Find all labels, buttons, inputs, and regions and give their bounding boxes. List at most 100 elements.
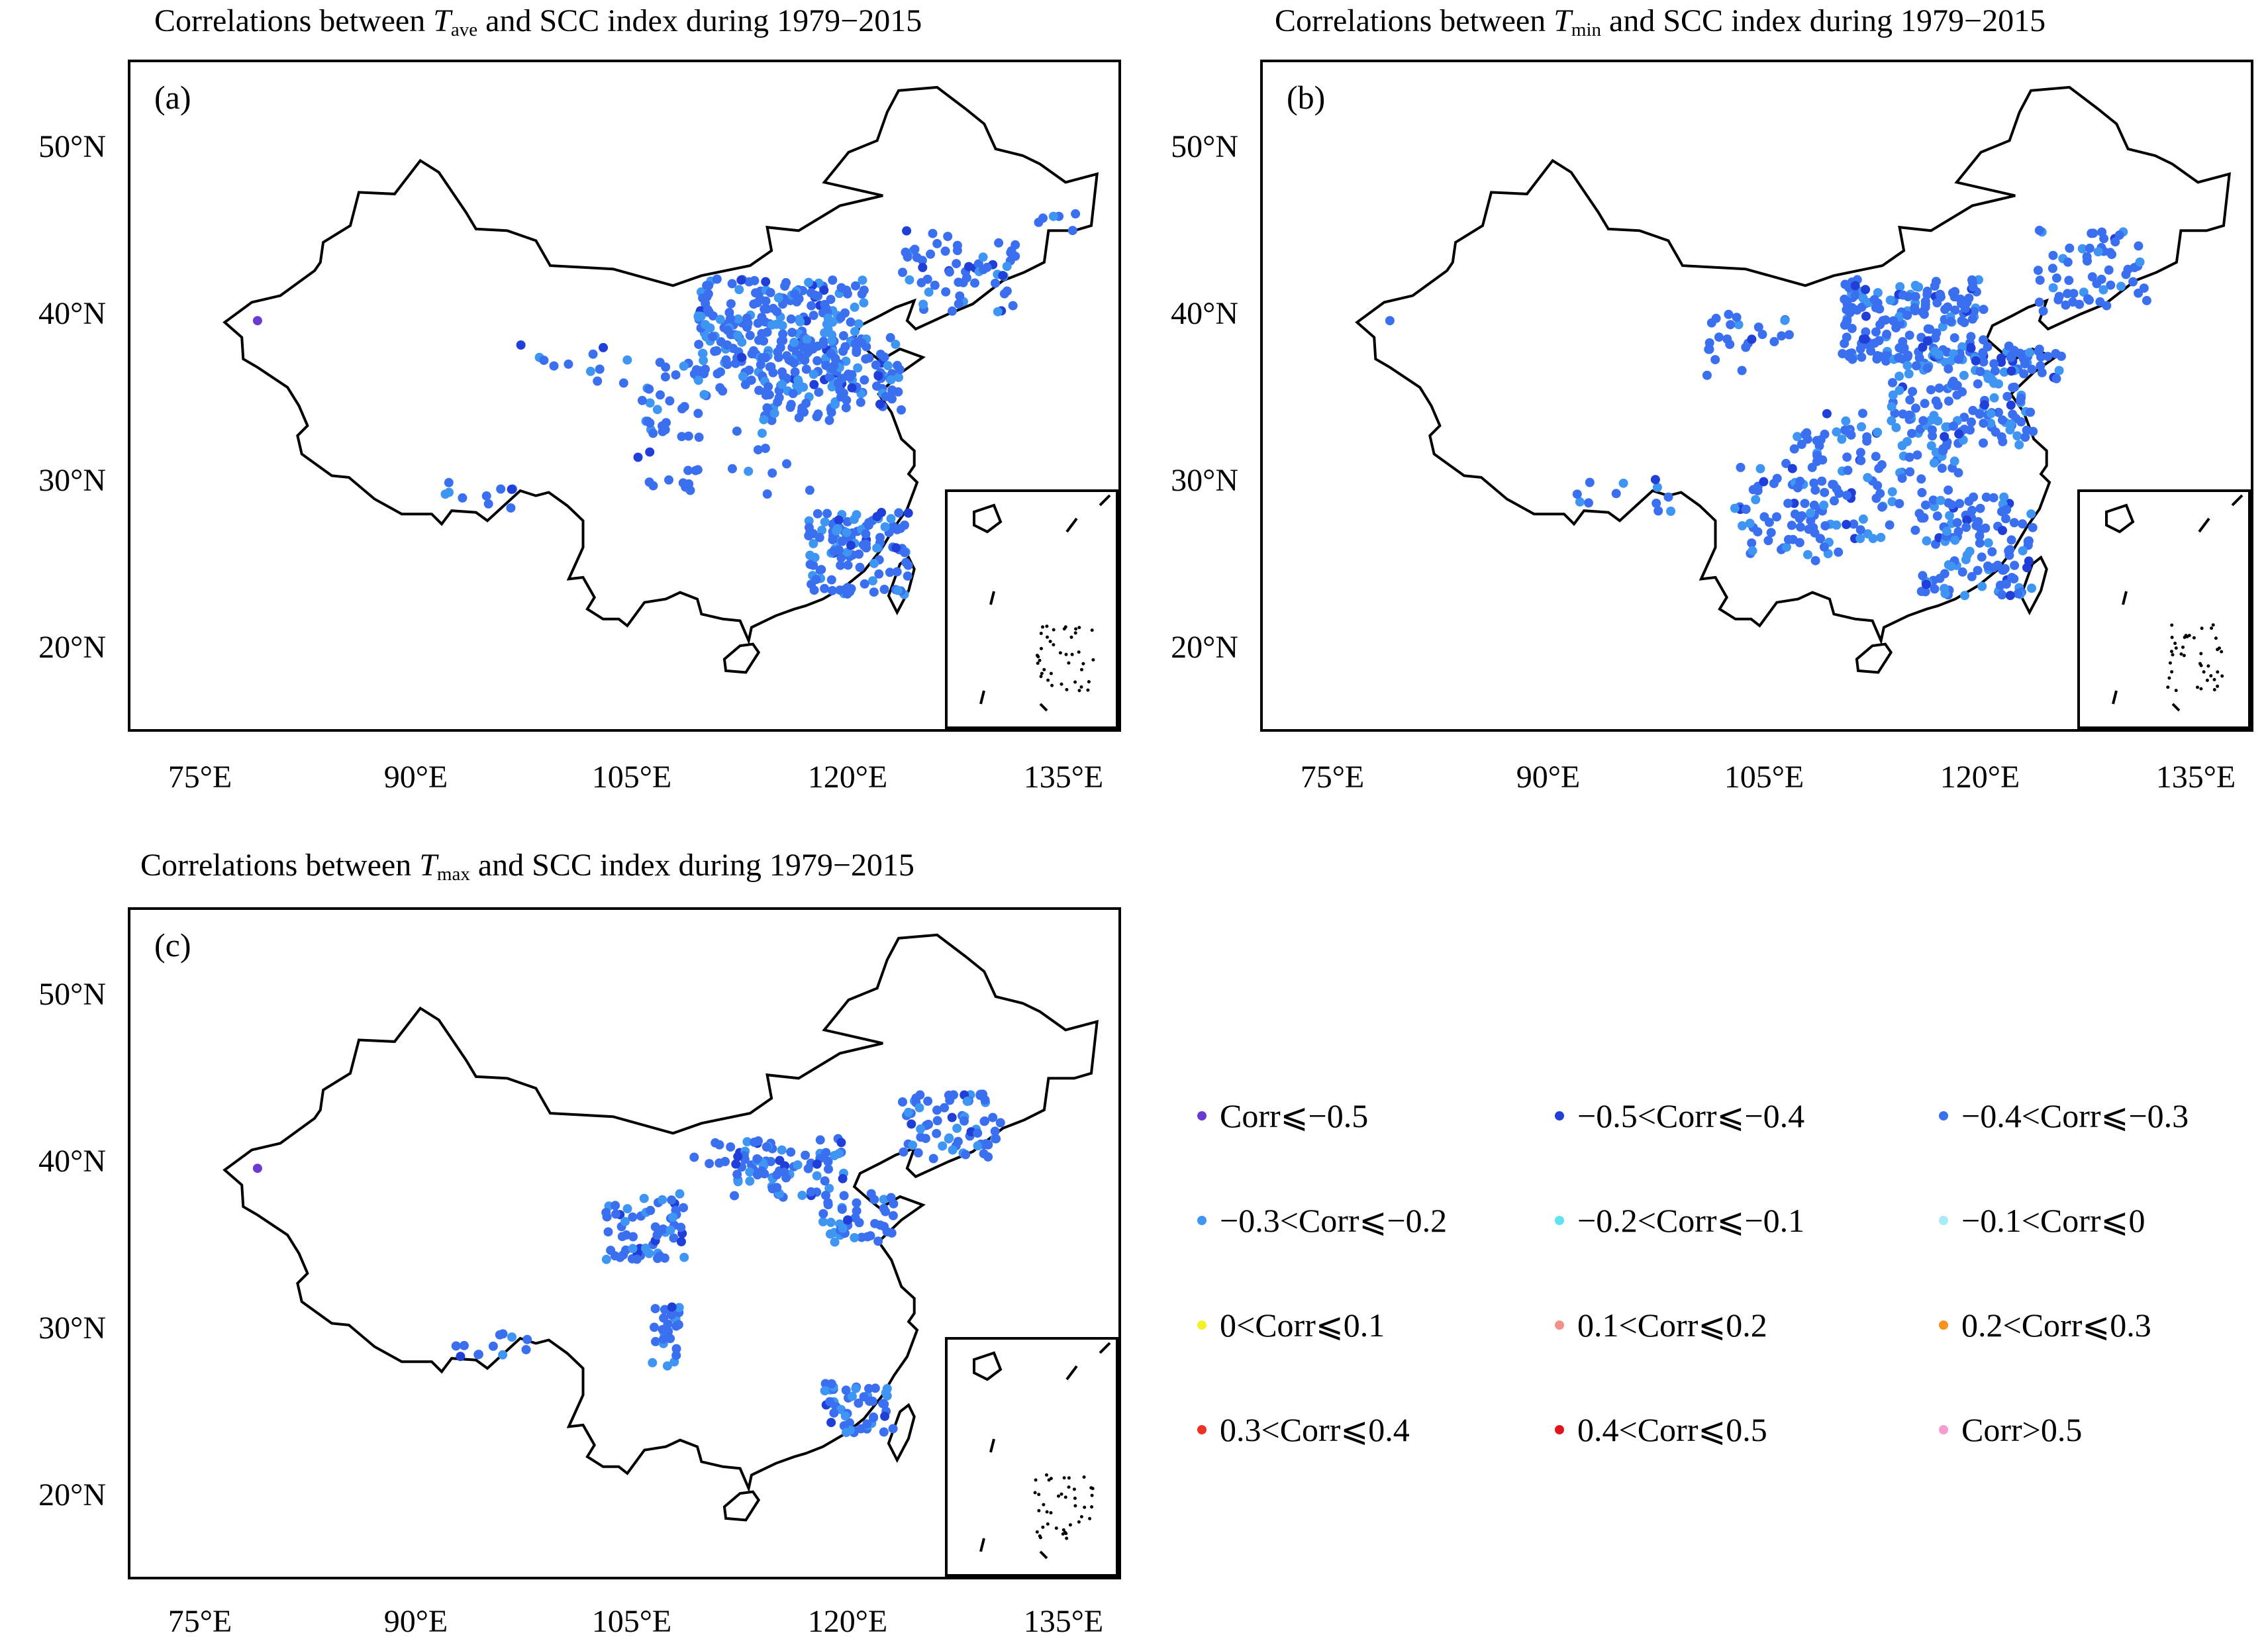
station-marker xyxy=(674,1303,684,1313)
station-marker xyxy=(671,1344,681,1354)
station-marker xyxy=(1986,419,1996,428)
station-marker xyxy=(1793,432,1802,442)
panel-a-lat-30: 30°N xyxy=(38,463,106,498)
island-dot xyxy=(1067,661,1071,665)
panel-b-south-china-sea-inset xyxy=(2077,489,2251,729)
island-dot xyxy=(2206,664,2210,668)
station-marker xyxy=(979,1149,989,1159)
station-marker xyxy=(2034,225,2044,235)
island-dot xyxy=(2220,650,2224,654)
station-marker xyxy=(1071,209,1081,219)
station-marker xyxy=(932,1105,942,1115)
station-marker xyxy=(1962,550,1972,560)
station-marker xyxy=(1002,262,1012,272)
station-marker xyxy=(2096,274,2106,284)
station-marker xyxy=(1904,330,1914,340)
island-dot xyxy=(2174,689,2178,693)
island-dot xyxy=(1087,680,1091,683)
island-dot xyxy=(1086,688,1090,692)
station-marker xyxy=(780,281,790,291)
station-marker xyxy=(882,1391,892,1401)
station-marker xyxy=(1975,538,1985,548)
panel-b-lat-20: 20°N xyxy=(1171,630,1238,665)
station-marker xyxy=(1904,452,1914,462)
station-marker xyxy=(1861,327,1871,337)
station-marker xyxy=(1807,462,1817,472)
station-marker xyxy=(2034,297,2044,307)
station-marker xyxy=(2069,289,2079,299)
legend-label: −0.3<Corr⩽−0.2 xyxy=(1220,1202,1448,1239)
taiwan-island xyxy=(887,555,916,616)
station-marker xyxy=(1998,526,2007,536)
station-marker xyxy=(762,327,772,337)
station-marker xyxy=(800,356,810,366)
station-marker xyxy=(1772,512,1781,522)
island-dot xyxy=(1083,1505,1087,1509)
island-dot xyxy=(1065,1536,1069,1540)
station-marker xyxy=(2020,358,2030,368)
station-marker xyxy=(824,372,834,381)
station-marker xyxy=(2123,264,2133,274)
station-marker xyxy=(733,1177,743,1187)
island-dot xyxy=(2202,670,2206,674)
station-marker xyxy=(896,523,905,533)
island-dot xyxy=(1049,671,1053,675)
station-marker xyxy=(593,376,603,386)
station-marker xyxy=(704,281,714,291)
legend-dot-icon xyxy=(1555,1320,1564,1330)
station-marker xyxy=(2087,272,2097,281)
station-marker xyxy=(679,361,689,371)
panel-a-lon-105: 105°E xyxy=(591,760,672,795)
station-marker xyxy=(827,336,837,346)
station-marker xyxy=(2104,265,2114,275)
station-marker xyxy=(856,397,865,407)
station-marker xyxy=(1724,309,1734,319)
station-marker xyxy=(836,1138,846,1148)
station-marker xyxy=(804,531,814,540)
station-marker xyxy=(498,1329,508,1339)
island-dot xyxy=(1061,1528,1065,1532)
station-marker xyxy=(838,1173,848,1183)
station-marker xyxy=(699,389,709,399)
panel-c-lon-75: 75°E xyxy=(168,1604,232,1639)
station-marker xyxy=(722,360,732,370)
station-marker xyxy=(1946,562,1956,571)
island-dot xyxy=(1038,1536,1042,1540)
station-marker xyxy=(696,311,706,321)
station-marker xyxy=(962,1097,972,1107)
island-dot xyxy=(2170,650,2173,654)
station-marker xyxy=(713,369,722,379)
panel-c-title-var: T xyxy=(419,848,437,883)
station-marker xyxy=(691,365,701,375)
station-marker xyxy=(646,1205,656,1215)
station-marker xyxy=(757,1166,767,1176)
station-marker xyxy=(788,389,798,399)
panel-c-lon-135: 135°E xyxy=(1023,1604,1104,1639)
station-marker xyxy=(2093,247,2103,257)
station-marker xyxy=(820,1176,830,1186)
island-dot xyxy=(1073,680,1077,684)
station-marker xyxy=(1804,524,1814,534)
station-marker xyxy=(2016,417,2026,426)
panel-c-inset-canvas xyxy=(973,1342,1111,1560)
station-marker xyxy=(753,319,763,328)
island-dot xyxy=(1039,632,1043,635)
legend-label: Corr>0.5 xyxy=(1961,1411,2083,1448)
nine-dash-line xyxy=(979,690,985,705)
station-marker xyxy=(1876,532,1886,542)
station-marker xyxy=(1822,409,1832,419)
station-marker xyxy=(1959,370,1969,380)
station-marker xyxy=(807,301,816,311)
station-marker xyxy=(862,543,871,553)
station-marker xyxy=(1907,428,1916,438)
island-dot xyxy=(2214,636,2218,640)
panel-a-lat-40: 40°N xyxy=(38,296,106,331)
legend-label: Corr⩽−0.5 xyxy=(1220,1097,1369,1134)
station-marker xyxy=(698,293,708,303)
island-dot xyxy=(1040,646,1043,650)
china-border xyxy=(222,85,1099,646)
station-marker xyxy=(775,342,785,352)
station-marker xyxy=(1926,441,1936,451)
station-marker xyxy=(823,1157,833,1167)
station-marker xyxy=(733,314,743,324)
